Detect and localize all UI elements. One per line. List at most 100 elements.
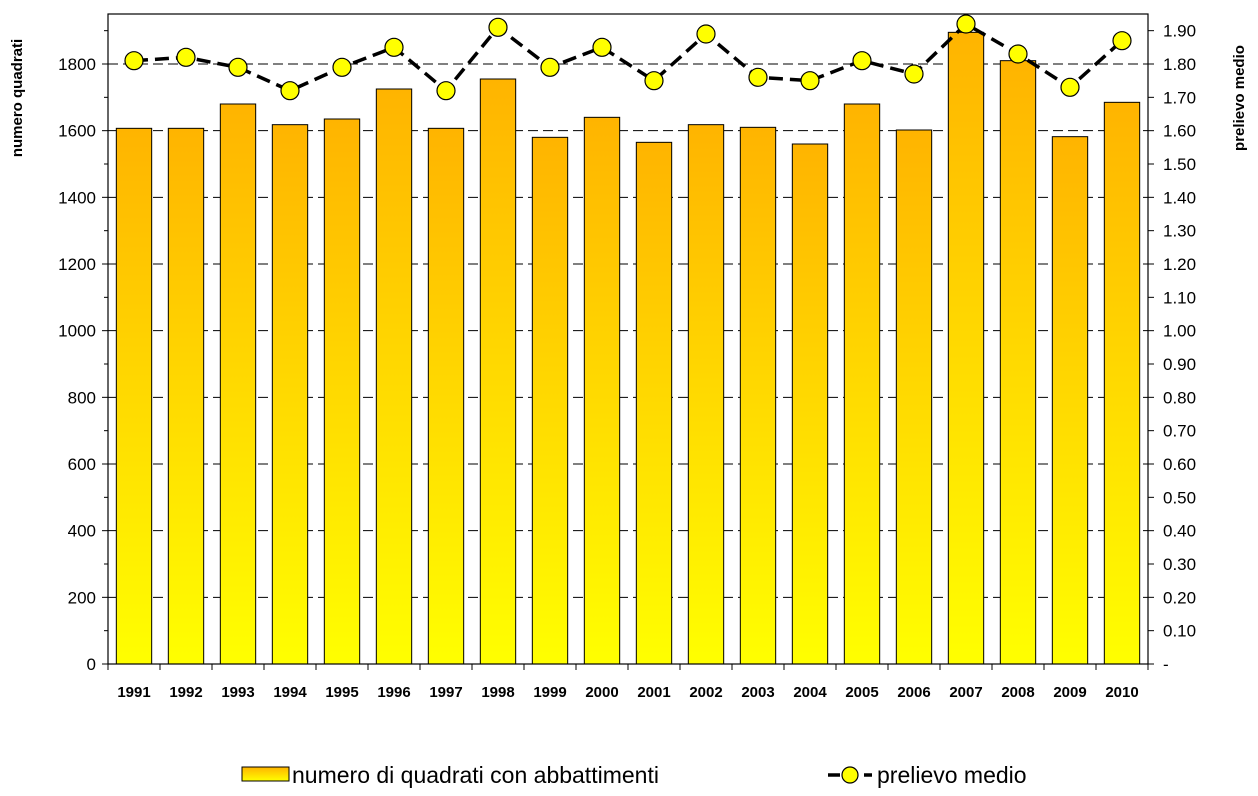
y2-tick-label: 1.00: [1163, 322, 1196, 341]
bar-2005: [843, 103, 881, 665]
y-tick-label: 1400: [58, 188, 96, 207]
x-tick-label: 1992: [169, 684, 202, 701]
y2-tick-label: 1.20: [1163, 255, 1196, 274]
bar-1996: [375, 88, 413, 665]
y-tick-label: 200: [68, 588, 96, 607]
legend: numero di quadrati con abbattimenti prel…: [241, 762, 1027, 788]
bar-1998: [479, 78, 517, 665]
bar-2004: [791, 143, 829, 665]
point-2001: [644, 71, 664, 91]
bar-2000: [583, 116, 621, 665]
x-tick-label: 2010: [1105, 684, 1138, 701]
line-series: [124, 14, 1132, 101]
bar-2007: [947, 31, 985, 665]
y-tick-label: 600: [68, 455, 96, 474]
y2-axis-title: prelievo medio: [1231, 45, 1248, 151]
bar-2010: [1103, 101, 1141, 665]
y2-tick-label: 0.60: [1163, 455, 1196, 474]
axes: 0 200 400 600 800 1000 1200 1400 1600 1800 - 0.10 0.…: [58, 13, 1196, 701]
point-2008: [1008, 44, 1028, 64]
point-1993: [228, 57, 248, 77]
x-tick-label: 2005: [845, 684, 878, 701]
point-1996: [384, 37, 404, 57]
y2-tick-label: 0.10: [1163, 622, 1196, 641]
y2-tick-label: 1.50: [1163, 155, 1196, 174]
x-tick-label: 2004: [793, 684, 827, 701]
point-1994: [280, 81, 300, 101]
y2-tick-label: 1.80: [1163, 55, 1196, 74]
y-tick-label: 0: [87, 655, 96, 674]
legend-line-label: prelievo medio: [877, 762, 1027, 788]
point-2007: [956, 14, 976, 34]
y2-tick-label: 1.10: [1163, 288, 1196, 307]
bar-2002: [687, 124, 725, 665]
x-tick-label: 2009: [1053, 684, 1086, 701]
point-2006: [904, 64, 924, 84]
x-tick-label: 2000: [585, 684, 618, 701]
point-2004: [800, 71, 820, 91]
y2-tick-label: 1.60: [1163, 122, 1196, 141]
bar-1994: [271, 124, 309, 665]
x-tick-label: 1997: [429, 684, 462, 701]
point-1991: [124, 51, 144, 71]
y-tick-label: 1000: [58, 322, 96, 341]
y2-tick-label: 1.30: [1163, 222, 1196, 241]
point-1999: [540, 57, 560, 77]
y2-tick-label: 0.30: [1163, 555, 1196, 574]
x-tick-label: 1995: [325, 684, 358, 701]
bar-2001: [635, 141, 673, 665]
bar-series: [115, 31, 1141, 665]
y-tick-label: 800: [68, 388, 96, 407]
y-tick-label: 1200: [58, 255, 96, 274]
point-2009: [1060, 77, 1080, 97]
x-tick-label: 1993: [221, 684, 254, 701]
y2-tick-label: -: [1163, 655, 1169, 674]
x-tick-label: 1994: [273, 684, 307, 701]
x-tick-label: 2007: [949, 684, 982, 701]
y2-tick-label: 0.50: [1163, 488, 1196, 507]
y-tick-label: 1800: [58, 55, 96, 74]
x-tick-label: 2003: [741, 684, 774, 701]
point-2005: [852, 51, 872, 71]
legend-bar-label: numero di quadrati con abbattimenti: [292, 762, 659, 788]
point-1992: [176, 47, 196, 67]
point-2000: [592, 37, 612, 57]
point-1998: [488, 17, 508, 37]
bar-2006: [895, 129, 933, 665]
point-1997: [436, 81, 456, 101]
y-tick-label: 1600: [58, 122, 96, 141]
x-tick-label: 1999: [533, 684, 566, 701]
bar-1995: [323, 118, 361, 665]
bar-1997: [427, 127, 465, 665]
bar-1991: [115, 127, 153, 665]
x-tick-label: 1991: [117, 684, 150, 701]
gridlines: [108, 63, 1148, 598]
x-tick-label: 2001: [637, 684, 670, 701]
y2-tick-label: 1.90: [1163, 22, 1196, 41]
bar-2003: [739, 126, 777, 665]
bar-1993: [219, 103, 257, 665]
y-axis-title: numero quadrati: [9, 39, 26, 157]
bar-1992: [167, 127, 205, 665]
y2-tick-label: 0.40: [1163, 522, 1196, 541]
x-tick-label: 2002: [689, 684, 722, 701]
y2-tick-label: 0.70: [1163, 422, 1196, 441]
y2-tick-label: 0.90: [1163, 355, 1196, 374]
legend-bar-swatch: [241, 766, 290, 782]
bar-2008: [999, 60, 1037, 665]
y2-tick-label: 1.40: [1163, 188, 1196, 207]
bar-1999: [531, 136, 569, 665]
point-2003: [748, 67, 768, 87]
point-2010: [1112, 31, 1132, 51]
plot-frame: [107, 13, 1149, 665]
x-tick-label: 1996: [377, 684, 410, 701]
x-tick-label: 2008: [1001, 684, 1034, 701]
bar-2009: [1051, 136, 1089, 665]
point-1995: [332, 57, 352, 77]
x-tick-label: 1998: [481, 684, 514, 701]
legend-line-marker: [841, 766, 859, 784]
y2-tick-label: 1.70: [1163, 88, 1196, 107]
y2-tick-label: 0.80: [1163, 388, 1196, 407]
x-tick-label: 2006: [897, 684, 930, 701]
